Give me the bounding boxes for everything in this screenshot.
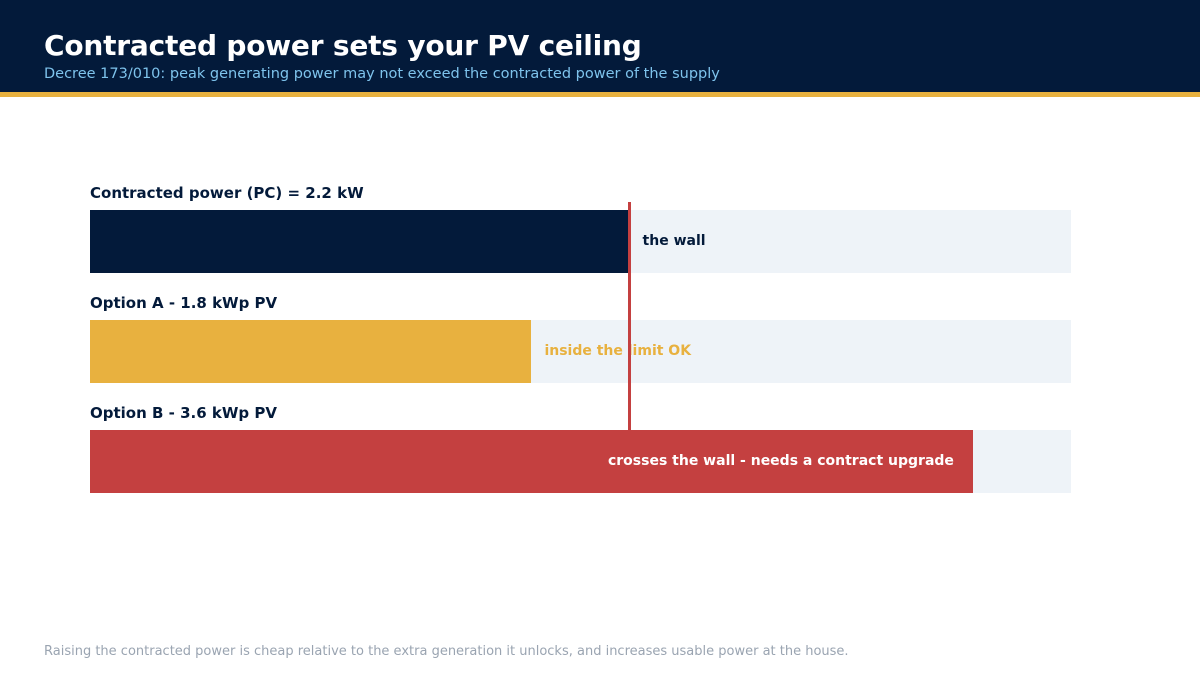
page-subtitle: Decree 173/010: peak generating power ma… (44, 66, 720, 82)
bar-track-option-a: inside the limit OK (90, 320, 1071, 383)
bar-option-a (90, 320, 532, 383)
footnote: Raising the contracted power is cheap re… (44, 644, 849, 659)
bar-option-b (90, 430, 973, 493)
bar-label-contracted-power: Contracted power (PC) = 2.2 kW (90, 184, 364, 202)
bar-note-option-b: crosses the wall - needs a contract upgr… (607, 453, 954, 469)
contracted-power-limit-line (628, 202, 632, 430)
bar-label-option-b: Option B - 3.6 kWp PV (90, 404, 277, 422)
header-accent-rule (0, 92, 1200, 97)
bar-contracted-power (90, 210, 630, 273)
bar-note-contracted-power: the wall (642, 233, 706, 249)
bar-note-option-a: inside the limit OK (544, 343, 692, 359)
page-title: Contracted power sets your PV ceiling (44, 29, 642, 62)
header-banner: Contracted power sets your PV ceiling De… (0, 0, 1200, 92)
bar-label-option-a: Option A - 1.8 kWp PV (90, 294, 278, 312)
bar-track-option-b: crosses the wall - needs a contract upgr… (90, 430, 1071, 493)
bar-track-contracted-power: the wall (90, 210, 1071, 273)
